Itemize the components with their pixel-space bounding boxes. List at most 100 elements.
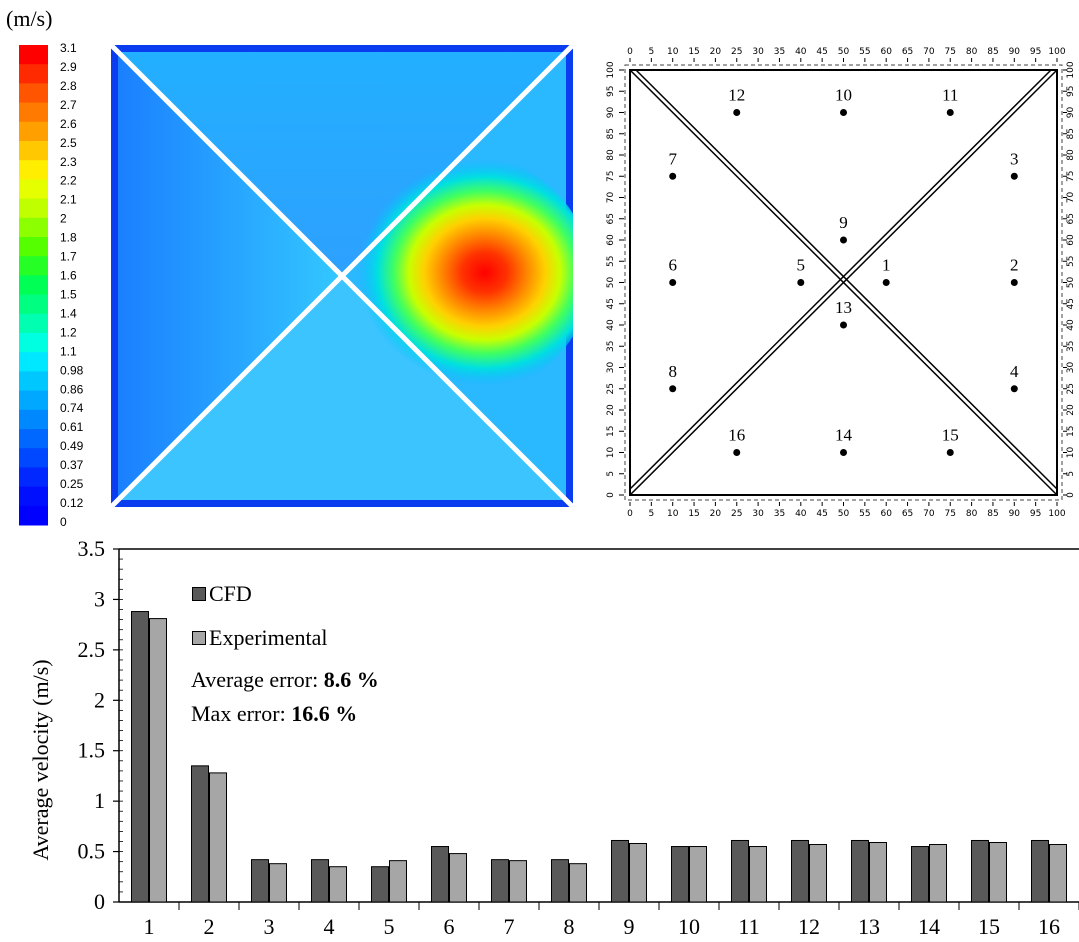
layout-tick-left: 90 — [606, 107, 616, 119]
layout-tick-top: 30 — [752, 47, 764, 57]
y-axis-label: Average velocity (m/s) — [28, 659, 53, 860]
layout-tick-top: 55 — [859, 47, 870, 57]
bar-experimental — [689, 846, 707, 903]
layout-tick-left: 0 — [606, 492, 616, 498]
layout-tick-right: 95 — [1066, 86, 1076, 97]
layout-tick-left: 80 — [606, 149, 616, 161]
layout-tick-left: 50 — [606, 277, 616, 289]
bar-experimental — [869, 841, 887, 903]
colorbar-tick-label: 3.1 — [60, 41, 77, 55]
colorbar-segment — [19, 294, 48, 315]
y-tick-label: 1 — [94, 788, 105, 813]
layout-tick-right: 70 — [1066, 192, 1076, 204]
layout-tick-left: 25 — [606, 383, 616, 394]
measurement-point-dot — [733, 449, 741, 456]
layout-tick-left: 60 — [606, 234, 616, 246]
layout-tick-bottom: 5 — [648, 509, 654, 519]
bar-cfd — [371, 866, 389, 903]
layout-tick-right: 25 — [1066, 383, 1076, 394]
x-tick-label: 14 — [918, 914, 940, 939]
colorbar-segment — [19, 121, 48, 142]
layout-tick-bottom: 90 — [1009, 509, 1021, 519]
measurement-point-dot — [1010, 279, 1018, 286]
layout-tick-left: 75 — [606, 171, 616, 182]
colorbar-tick-label: 1.4 — [60, 306, 77, 320]
colorbar-gradient: 3.1 2.9 2.8 2.7 2.6 2.5 2.3 2.2 2.1 2 1.8 1.7 1.6 1.5… — [19, 41, 84, 529]
bar-cfd — [911, 846, 929, 903]
measurement-point-label: 5 — [797, 256, 806, 275]
layout-tick-left: 55 — [606, 256, 616, 267]
layout-tick-right: 40 — [1066, 319, 1076, 331]
y-tick-label: 0.5 — [78, 839, 106, 864]
layout-tick-top: 65 — [902, 47, 913, 57]
layout-tick-bottom: 50 — [838, 509, 850, 519]
colorbar-tick-label: 2.3 — [60, 155, 77, 169]
bar-cfd — [1031, 839, 1049, 903]
layout-tick-bottom: 65 — [902, 509, 913, 519]
layout-tick-top: 40 — [795, 47, 807, 57]
layout-tick-top: 15 — [688, 47, 699, 57]
measurement-point-label: 16 — [728, 426, 745, 445]
layout-tick-top: 100 — [1048, 47, 1065, 57]
bar-cfd — [251, 859, 269, 903]
layout-tick-left: 70 — [606, 192, 616, 204]
legend-swatch-experimental — [192, 631, 206, 645]
bar-experimental — [149, 618, 167, 903]
measurement-point-label: 10 — [835, 86, 852, 105]
x-tick-label: 15 — [978, 914, 1000, 939]
layout-tick-bottom: 35 — [774, 509, 785, 519]
layout-tick-top: 95 — [1030, 47, 1041, 57]
y-tick-label: 2 — [94, 687, 105, 712]
layout-tick-top: 10 — [667, 47, 679, 57]
colorbar-segment — [19, 160, 48, 180]
legend: CFD Experimental — [192, 580, 328, 652]
layout-tick-bottom: 40 — [795, 509, 807, 519]
bar-experimental — [989, 841, 1007, 903]
layout-tick-right: 30 — [1066, 362, 1076, 374]
measurement-point-label: 6 — [668, 256, 677, 275]
measurement-point-dot — [669, 279, 677, 286]
layout-tick-left: 15 — [606, 426, 616, 437]
layout-tick-bottom: 95 — [1030, 509, 1041, 519]
measurement-point-label: 12 — [728, 86, 745, 105]
colorbar-segment — [19, 448, 48, 468]
colorbar-segment — [19, 64, 48, 84]
layout-diagonal-2a — [629, 69, 1058, 496]
x-tick-label: 1 — [144, 914, 155, 939]
colorbar-tick-label: 0.61 — [60, 420, 84, 434]
y-tick-label: 0 — [94, 889, 105, 914]
colorbar-tick-label: 2.6 — [60, 117, 77, 131]
layout-tick-bottom: 45 — [816, 509, 827, 519]
bar-experimental — [209, 772, 227, 903]
layout-tick-top: 5 — [648, 47, 654, 57]
measurement-point-dot — [840, 236, 847, 244]
layout-tick-top: 80 — [966, 47, 978, 57]
layout-tick-right: 50 — [1066, 277, 1076, 289]
bar-experimental — [629, 843, 647, 903]
x-tick-label: 5 — [384, 914, 395, 939]
layout-tick-bottom: 60 — [880, 509, 892, 519]
layout-tick-top: 35 — [774, 47, 785, 57]
bar-cfd — [851, 839, 869, 903]
colorbar-tick-label: 2.7 — [60, 98, 77, 112]
measurement-point-dot — [1010, 385, 1018, 393]
bar-cfd — [731, 839, 749, 903]
layout-tick-right: 45 — [1066, 298, 1076, 309]
layout-tick-top: 60 — [880, 47, 892, 57]
colorbar-segment — [19, 390, 48, 411]
measurement-point-dot — [840, 449, 847, 456]
measurement-point-dot — [946, 109, 954, 116]
measurement-point-dot — [946, 449, 954, 456]
x-tick-label: 10 — [678, 914, 700, 939]
layout-tick-right: 75 — [1066, 171, 1076, 182]
colorbar: 3.1 2.9 2.8 2.7 2.6 2.5 2.3 2.2 2.1 2 1.8 1.7 1.6 1.5… — [0, 0, 110, 540]
bar-experimental — [929, 844, 947, 903]
bar-experimental — [569, 863, 587, 903]
y-tick-label: 1.5 — [78, 738, 106, 763]
bar-experimental — [749, 846, 767, 903]
bar-experimental — [509, 860, 527, 903]
layout-tick-left: 30 — [606, 362, 616, 374]
layout-tick-top: 50 — [838, 47, 850, 57]
contour-jet-core — [311, 150, 573, 400]
x-tick-label: 13 — [858, 914, 880, 939]
